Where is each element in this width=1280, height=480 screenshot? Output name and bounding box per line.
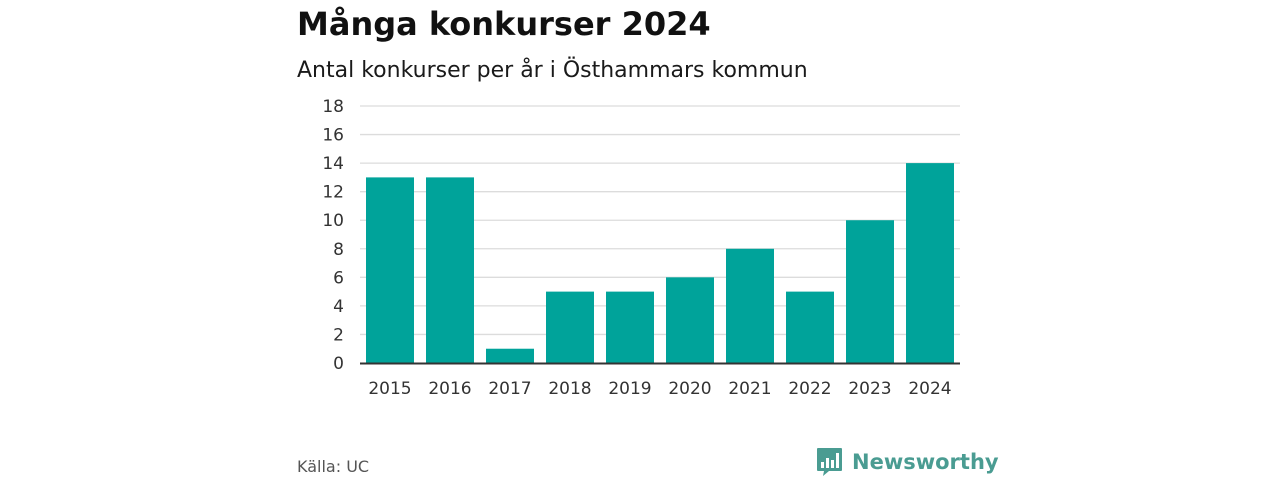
y-tick-label: 2 xyxy=(333,325,344,345)
bar-2017 xyxy=(486,348,534,363)
y-tick-label: 18 xyxy=(322,97,344,117)
bars xyxy=(366,163,954,363)
newsworthy-logo-icon xyxy=(817,448,842,476)
x-tick-label: 2022 xyxy=(788,379,831,399)
chart-title: Många konkurser 2024 xyxy=(297,5,711,43)
x-tick-label: 2015 xyxy=(368,379,411,399)
y-tick-label: 14 xyxy=(322,154,344,174)
bar-2021 xyxy=(726,248,774,363)
y-tick-labels: 0 2 4 6 8 10 12 14 16 18 xyxy=(322,97,344,374)
brand-logo[interactable]: Newsworthy xyxy=(816,446,999,478)
x-tick-label: 2017 xyxy=(488,379,531,399)
bar-2024 xyxy=(906,163,954,363)
x-tick-label: 2016 xyxy=(428,379,471,399)
x-tick-label: 2021 xyxy=(728,379,771,399)
bar-2018 xyxy=(546,291,594,363)
x-tick-label: 2023 xyxy=(848,379,891,399)
y-tick-label: 16 xyxy=(322,126,344,146)
bar-2020 xyxy=(666,277,714,363)
chart-subtitle: Antal konkurser per år i Östhammars komm… xyxy=(297,58,808,83)
x-tick-label: 2024 xyxy=(908,379,951,399)
bar-2022 xyxy=(786,291,834,363)
bar-2019 xyxy=(606,291,654,363)
bar-2015 xyxy=(366,177,414,363)
y-tick-label: 12 xyxy=(322,183,344,203)
x-tick-label: 2019 xyxy=(608,379,651,399)
y-tick-label: 10 xyxy=(322,211,344,231)
y-tick-label: 6 xyxy=(333,268,344,288)
x-tick-label: 2018 xyxy=(548,379,591,399)
y-tick-label: 4 xyxy=(333,297,344,317)
bar-2016 xyxy=(426,177,474,363)
bar-2023 xyxy=(846,220,894,363)
x-tick-labels: 2015 2016 2017 2018 2019 2020 2021 2022 2023 2024 xyxy=(368,379,951,399)
source-note: Källa: UC xyxy=(297,457,370,476)
y-tick-label: 8 xyxy=(333,240,344,260)
x-tick-label: 2020 xyxy=(668,379,711,399)
brand-name: Newsworthy xyxy=(852,450,999,474)
y-tick-label: 0 xyxy=(333,354,344,374)
